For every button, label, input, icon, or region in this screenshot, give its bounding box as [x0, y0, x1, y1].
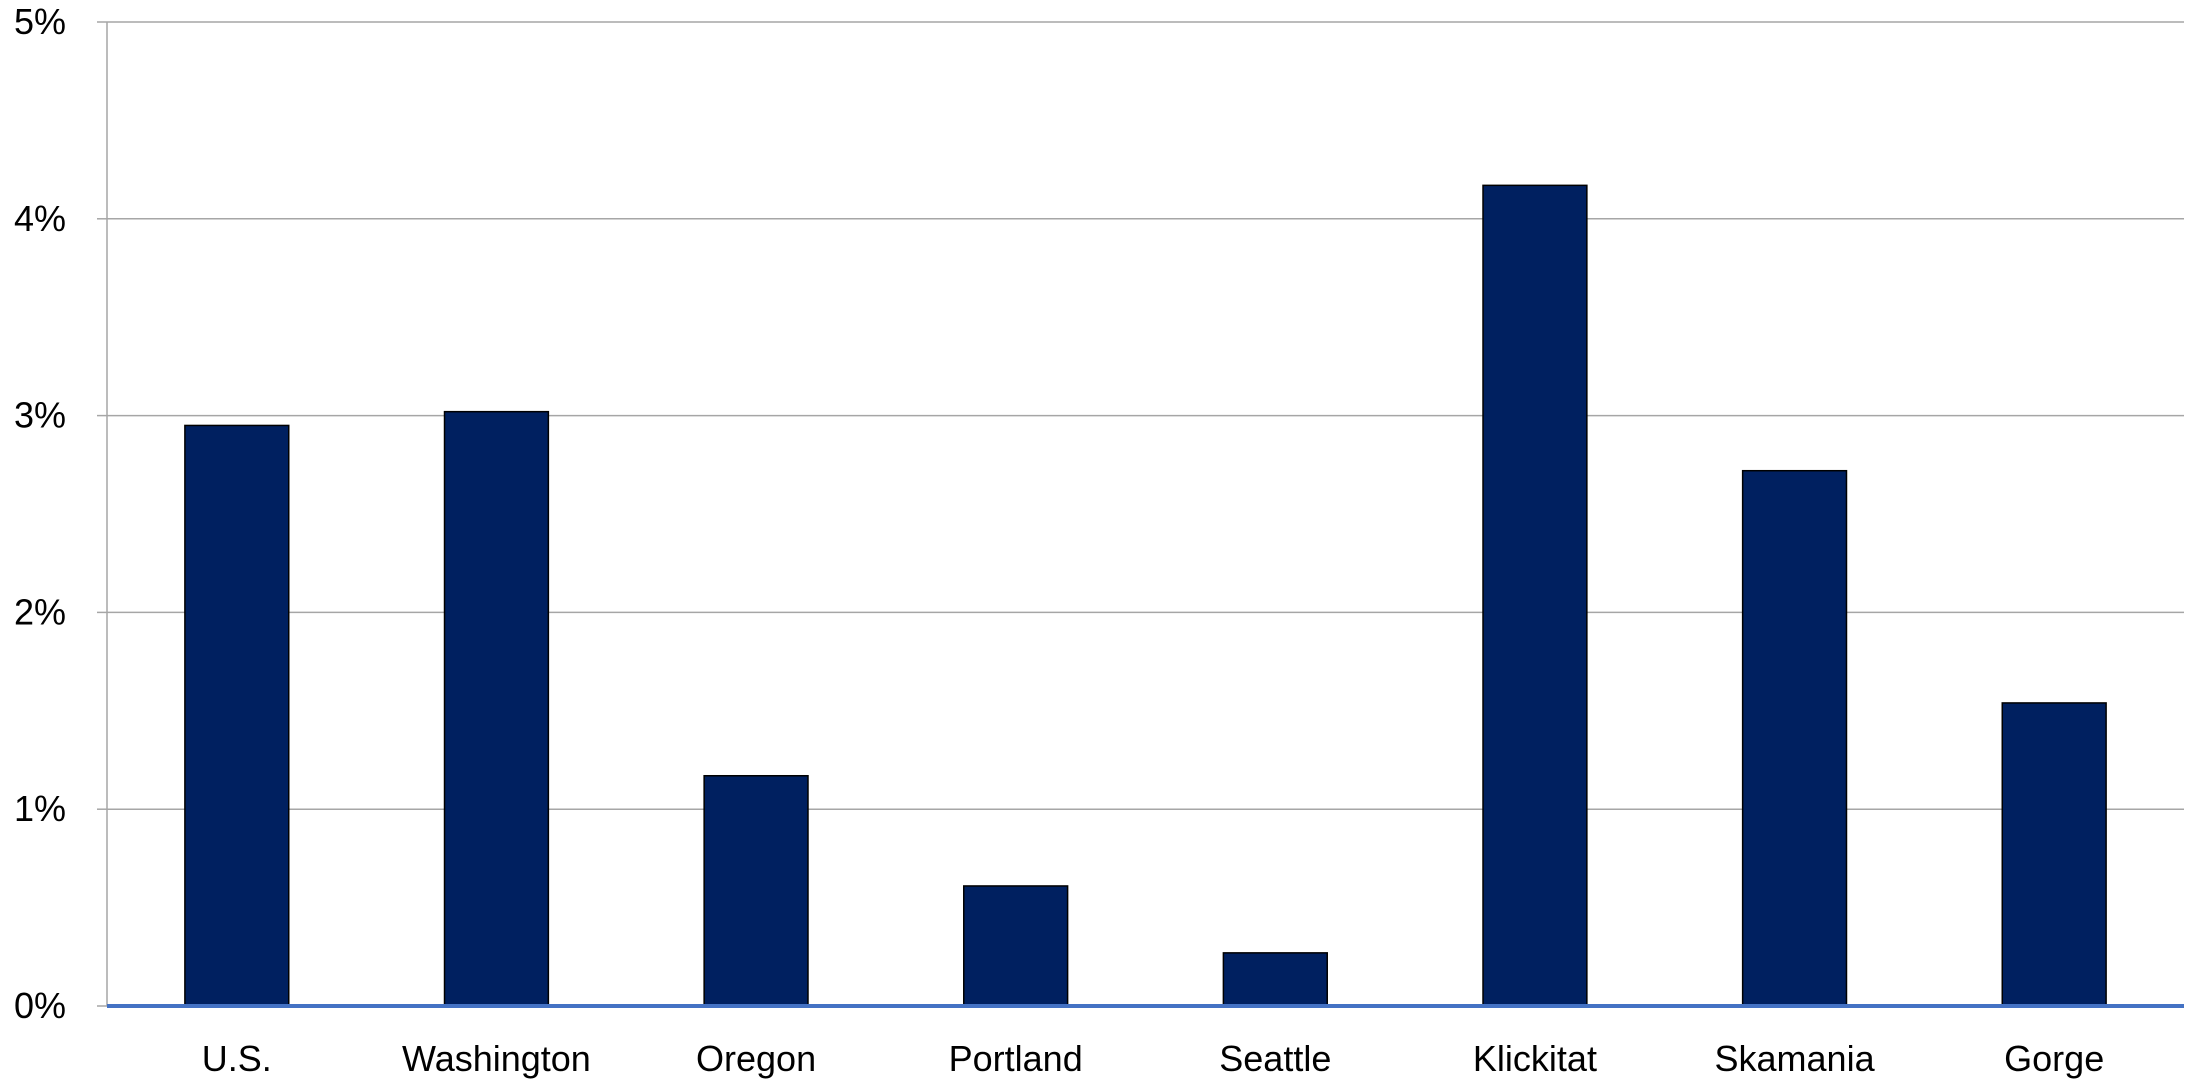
bar-klickitat [1482, 184, 1588, 1007]
x-category-label: Skamania [1715, 1038, 1876, 1079]
bar-seattle [1222, 952, 1328, 1007]
x-category-label: Portland [949, 1038, 1083, 1079]
x-category-label: Klickitat [1473, 1038, 1597, 1079]
bar-washington [443, 410, 550, 1007]
x-category-label: Gorge [2004, 1038, 2104, 1079]
bar-skamania [1741, 469, 1848, 1007]
y-axis-ticks: 0% 1% 2% 3% 4% 5% [14, 1, 107, 1026]
y-tick-label: 2% [14, 591, 66, 632]
y-tick-label: 0% [14, 985, 66, 1026]
x-category-label: Seattle [1219, 1038, 1331, 1079]
x-axis-labels: U.S. Washington Oregon Portland Seattle Klick… [202, 1038, 2104, 1079]
gridlines [107, 21, 2184, 810]
x-category-label: Washington [402, 1038, 591, 1079]
x-category-label: U.S. [202, 1038, 272, 1079]
bar-u-s [184, 424, 290, 1007]
bar-gorge [2001, 702, 2107, 1007]
x-category-label: Oregon [696, 1038, 816, 1079]
y-tick-label: 3% [14, 395, 66, 436]
bar-portland [963, 885, 1069, 1007]
bars [184, 184, 2107, 1007]
y-tick-label: 4% [14, 198, 66, 239]
y-tick-label: 1% [14, 788, 66, 829]
bar-oregon [703, 774, 809, 1007]
y-tick-label: 5% [14, 1, 66, 42]
